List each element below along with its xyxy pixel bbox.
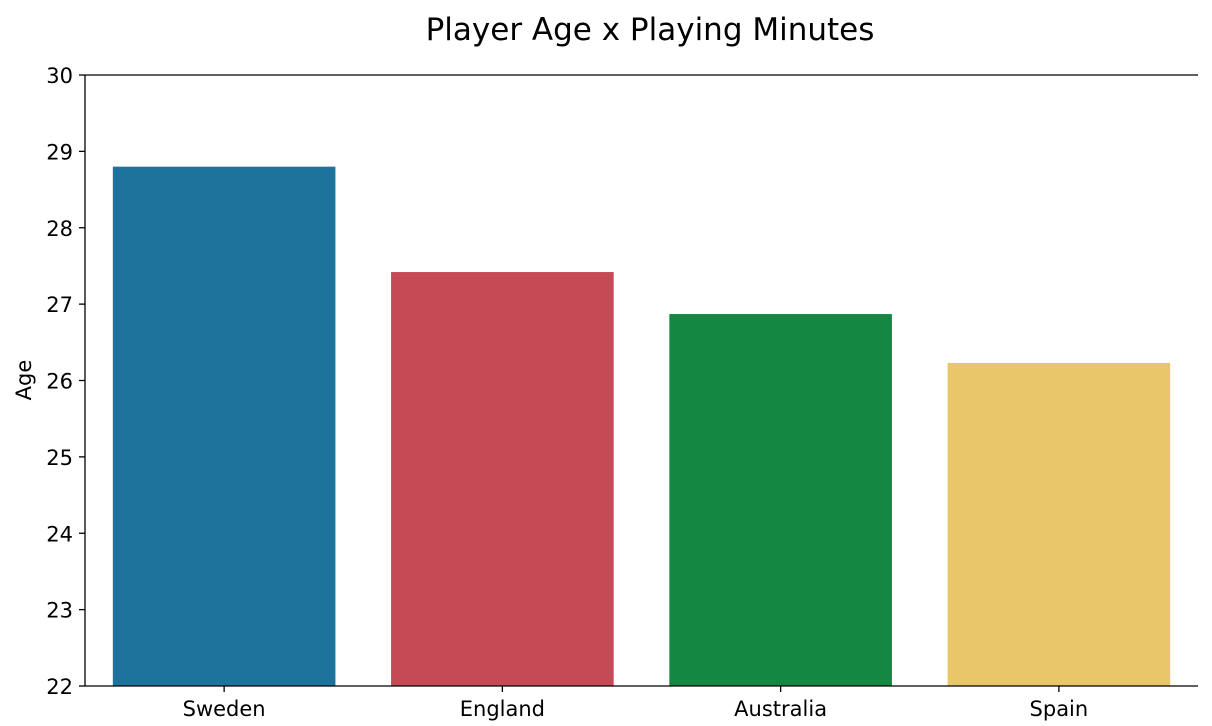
y-tick-label: 23 (46, 599, 73, 623)
y-tick-label: 22 (46, 675, 73, 699)
x-ticks: Sweden England Australia Spain (183, 686, 1089, 721)
chart-title: Player Age x Playing Minutes (426, 12, 875, 48)
x-tick-label-spain: Spain (1030, 697, 1089, 721)
y-tick-label: 26 (46, 370, 73, 394)
y-tick-label: 27 (46, 293, 73, 317)
bar-england (391, 272, 614, 686)
y-axis-label: Age (12, 360, 36, 401)
y-ticks: 22 23 24 25 26 27 28 29 30 (46, 64, 85, 699)
y-tick-label: 25 (46, 446, 73, 470)
bar-australia (669, 314, 892, 686)
bar-spain (947, 362, 1171, 686)
x-tick-label-australia: Australia (734, 697, 827, 721)
y-tick-label: 24 (46, 522, 73, 546)
bar-sweden (112, 166, 336, 686)
y-tick-label: 28 (46, 217, 73, 241)
bars-layer (112, 166, 1171, 686)
x-tick-label-sweden: Sweden (183, 697, 266, 721)
y-tick-label: 30 (46, 64, 73, 88)
x-tick-label-england: England (460, 697, 545, 721)
y-tick-label: 29 (46, 140, 73, 164)
